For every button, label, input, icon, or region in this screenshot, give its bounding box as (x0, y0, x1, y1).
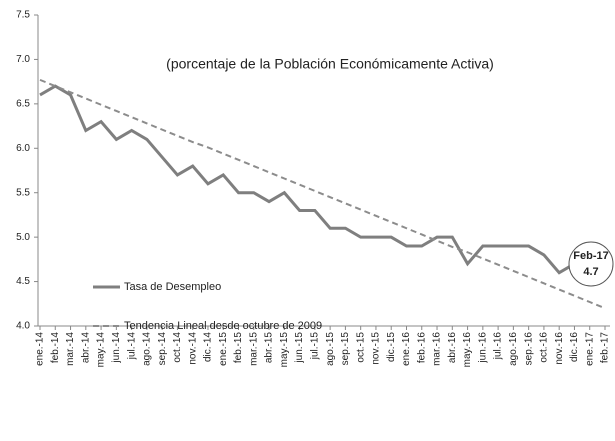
y-tick-label: 5.0 (16, 232, 30, 243)
x-tick-label: jul.-14 (126, 332, 137, 361)
x-tick-label: dic.-15 (386, 332, 397, 362)
x-tick-label: may.-15 (279, 332, 290, 368)
legend-label: Tendencia Lineal desde octubre de 2009 (124, 320, 322, 332)
x-tick-label: ene.-14 (35, 332, 46, 366)
annotation-circle (568, 241, 614, 287)
annotation-value: 4.7 (583, 266, 598, 278)
x-tick-label: dic.-14 (203, 332, 214, 362)
y-tick-label: 4.0 (16, 321, 30, 332)
x-tick-label: ago.-14 (142, 332, 153, 366)
x-tick-label: mar.-15 (248, 332, 259, 366)
x-tick-label: oct.-16 (539, 332, 550, 363)
x-tick-label: nov.-14 (187, 332, 198, 365)
series-line (39, 84, 606, 275)
x-tick-label: feb.-15 (233, 332, 244, 364)
x-tick-label: abr.-16 (447, 332, 458, 364)
x-tick-label: abr.-14 (80, 332, 91, 364)
x-tick-label: jun.-16 (477, 332, 488, 364)
annotation-text: Feb-17 (573, 250, 608, 262)
x-tick-label: sep.-15 (340, 332, 351, 366)
x-tick-label: may.-16 (462, 332, 473, 368)
y-tick-label: 7.5 (16, 10, 30, 21)
x-tick-label: abr.-15 (264, 332, 275, 364)
x-tick-label: jun.-15 (294, 332, 305, 364)
x-tick-label: mar.-16 (432, 332, 443, 366)
y-tick-label: 4.5 (16, 276, 30, 287)
y-tick-label: 6.5 (16, 98, 30, 109)
x-tick-label: jul.-16 (493, 332, 504, 361)
x-tick-label: ene.-16 (401, 332, 412, 366)
series-line (39, 78, 606, 310)
x-tick-label: jul.-15 (310, 332, 321, 361)
y-tick-label: 5.5 (16, 187, 30, 198)
chart-subtitle: (porcentaje de la Población Económicamen… (166, 56, 494, 72)
x-tick-label: nov.-16 (554, 332, 565, 365)
x-tick-label: ago.-16 (508, 332, 519, 366)
x-tick-label: ago.-15 (325, 332, 336, 366)
x-tick-label: sep.-16 (523, 332, 534, 366)
x-tick-label: ene.-17 (584, 332, 595, 366)
x-tick-label: nov.-15 (371, 332, 382, 365)
x-tick-label: dic.-16 (569, 332, 580, 362)
legend-label: Tasa de Desempleo (124, 281, 221, 293)
y-tick-label: 6.0 (16, 143, 30, 154)
x-tick-label: oct.-14 (172, 332, 183, 363)
x-tick-label: feb.-16 (416, 332, 427, 364)
x-tick-label: ene.-15 (218, 332, 229, 366)
x-tick-label: jun.-14 (111, 332, 122, 364)
x-tick-label: sep.-14 (157, 332, 168, 366)
x-tick-label: feb.-17 (600, 332, 611, 364)
x-tick-label: oct.-15 (355, 332, 366, 363)
x-tick-label: mar.-14 (65, 332, 76, 366)
x-tick-label: feb.-14 (50, 332, 61, 364)
y-tick-label: 7.0 (16, 54, 30, 65)
x-tick-label: may.-14 (96, 332, 107, 368)
